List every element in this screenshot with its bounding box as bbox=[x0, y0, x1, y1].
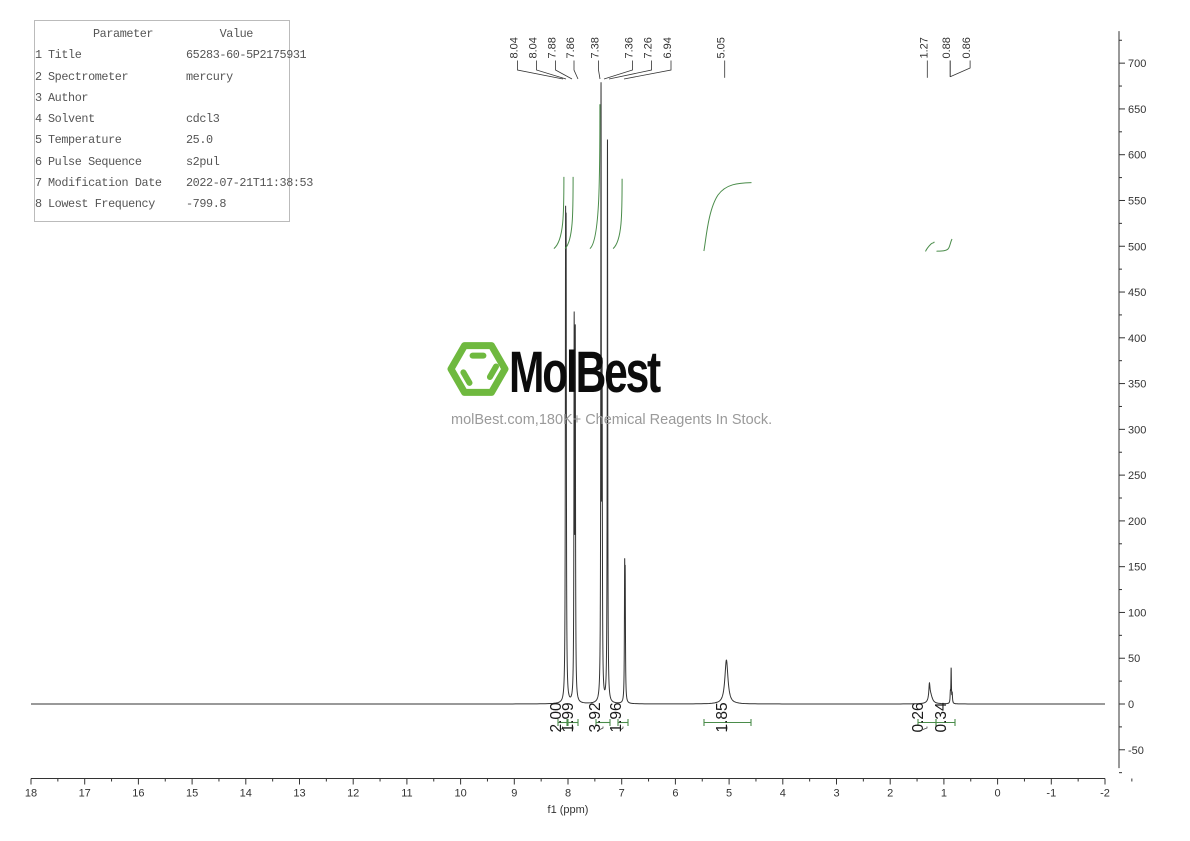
svg-text:700: 700 bbox=[1128, 58, 1146, 70]
svg-text:600: 600 bbox=[1128, 150, 1146, 162]
svg-text:7: 7 bbox=[619, 788, 625, 800]
svg-text:1.96: 1.96 bbox=[608, 702, 625, 732]
svg-text:350: 350 bbox=[1128, 379, 1146, 391]
svg-text:8.04: 8.04 bbox=[528, 37, 540, 58]
svg-text:650: 650 bbox=[1128, 104, 1146, 116]
svg-text:17: 17 bbox=[79, 788, 91, 800]
svg-text:250: 250 bbox=[1128, 470, 1146, 482]
svg-text:3.92: 3.92 bbox=[587, 702, 604, 732]
svg-text:-50: -50 bbox=[1128, 745, 1144, 757]
svg-text:MolBest: MolBest bbox=[509, 340, 661, 405]
svg-text:11: 11 bbox=[401, 788, 412, 800]
svg-text:0.88: 0.88 bbox=[941, 37, 953, 58]
svg-text:molBest.com,180K+ Chemical Rea: molBest.com,180K+ Chemical Reagents In S… bbox=[451, 412, 772, 428]
svg-text:7.36: 7.36 bbox=[624, 37, 636, 58]
svg-text:18: 18 bbox=[25, 788, 37, 800]
svg-text:-1: -1 bbox=[1046, 788, 1056, 800]
svg-text:200: 200 bbox=[1128, 516, 1146, 528]
svg-text:8: 8 bbox=[565, 788, 571, 800]
svg-text:13: 13 bbox=[293, 788, 305, 800]
svg-text:14: 14 bbox=[240, 788, 252, 800]
svg-text:100: 100 bbox=[1128, 607, 1146, 619]
svg-text:300: 300 bbox=[1128, 424, 1146, 436]
svg-text:0.26: 0.26 bbox=[910, 702, 927, 732]
svg-text:7.38: 7.38 bbox=[590, 37, 602, 58]
svg-text:1.85: 1.85 bbox=[714, 702, 731, 732]
svg-text:0.34: 0.34 bbox=[933, 702, 950, 733]
svg-text:7.88: 7.88 bbox=[547, 37, 559, 58]
svg-text:5.05: 5.05 bbox=[716, 37, 728, 58]
svg-text:1.27: 1.27 bbox=[918, 37, 930, 58]
svg-text:12: 12 bbox=[347, 788, 359, 800]
svg-text:0.86: 0.86 bbox=[961, 37, 973, 58]
svg-text:0: 0 bbox=[1128, 699, 1134, 711]
svg-text:50: 50 bbox=[1128, 653, 1140, 665]
svg-text:4: 4 bbox=[780, 788, 786, 800]
svg-text:2: 2 bbox=[887, 788, 893, 800]
svg-text:16: 16 bbox=[132, 788, 144, 800]
svg-text:10: 10 bbox=[454, 788, 466, 800]
svg-text:6: 6 bbox=[672, 788, 678, 800]
svg-text:f1 (ppm): f1 (ppm) bbox=[548, 804, 589, 816]
svg-text:1: 1 bbox=[941, 788, 947, 800]
svg-text:5: 5 bbox=[726, 788, 732, 800]
svg-text:1.99: 1.99 bbox=[560, 702, 577, 732]
svg-text:550: 550 bbox=[1128, 195, 1146, 207]
svg-text:0: 0 bbox=[995, 788, 1001, 800]
svg-text:7.86: 7.86 bbox=[565, 37, 577, 58]
svg-text:9: 9 bbox=[511, 788, 517, 800]
svg-text:150: 150 bbox=[1128, 562, 1146, 574]
svg-text:3: 3 bbox=[833, 788, 839, 800]
svg-text:7.26: 7.26 bbox=[643, 37, 655, 58]
svg-text:-2: -2 bbox=[1100, 788, 1110, 800]
svg-text:450: 450 bbox=[1128, 287, 1146, 299]
svg-text:500: 500 bbox=[1128, 241, 1146, 253]
svg-text:6.94: 6.94 bbox=[662, 37, 674, 58]
svg-text:8.04: 8.04 bbox=[509, 37, 521, 58]
svg-text:400: 400 bbox=[1128, 333, 1146, 345]
svg-text:15: 15 bbox=[186, 788, 198, 800]
